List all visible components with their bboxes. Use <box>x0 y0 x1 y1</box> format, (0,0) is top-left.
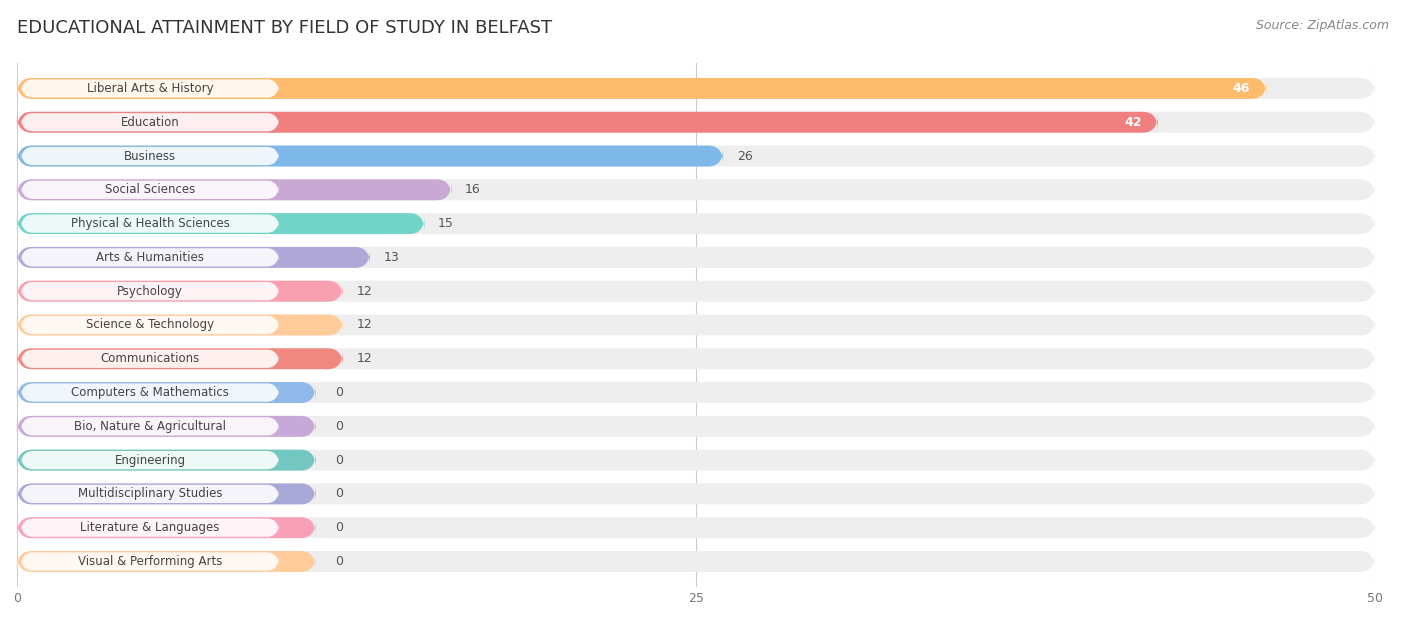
Text: 0: 0 <box>335 487 343 500</box>
FancyBboxPatch shape <box>21 552 278 570</box>
FancyBboxPatch shape <box>21 384 278 402</box>
FancyBboxPatch shape <box>17 483 316 504</box>
FancyBboxPatch shape <box>21 417 278 435</box>
FancyBboxPatch shape <box>17 314 1375 336</box>
FancyBboxPatch shape <box>21 180 278 199</box>
FancyBboxPatch shape <box>17 348 1375 369</box>
FancyBboxPatch shape <box>17 450 316 471</box>
FancyBboxPatch shape <box>21 248 278 266</box>
FancyBboxPatch shape <box>17 146 723 167</box>
Text: 13: 13 <box>384 251 399 264</box>
FancyBboxPatch shape <box>17 247 370 268</box>
Text: Liberal Arts & History: Liberal Arts & History <box>87 82 214 95</box>
FancyBboxPatch shape <box>21 282 278 300</box>
Text: 16: 16 <box>465 184 481 196</box>
Text: 42: 42 <box>1123 115 1142 129</box>
Text: Communications: Communications <box>100 352 200 365</box>
FancyBboxPatch shape <box>17 78 1267 99</box>
FancyBboxPatch shape <box>21 485 278 503</box>
FancyBboxPatch shape <box>17 517 1375 538</box>
FancyBboxPatch shape <box>17 78 1375 99</box>
FancyBboxPatch shape <box>17 213 1375 234</box>
FancyBboxPatch shape <box>21 147 278 165</box>
FancyBboxPatch shape <box>17 247 1375 268</box>
FancyBboxPatch shape <box>21 519 278 537</box>
Text: Arts & Humanities: Arts & Humanities <box>96 251 204 264</box>
FancyBboxPatch shape <box>21 316 278 334</box>
FancyBboxPatch shape <box>17 551 316 572</box>
Text: 12: 12 <box>357 319 373 331</box>
FancyBboxPatch shape <box>21 451 278 469</box>
Text: Bio, Nature & Agricultural: Bio, Nature & Agricultural <box>75 420 226 433</box>
Text: Science & Technology: Science & Technology <box>86 319 214 331</box>
FancyBboxPatch shape <box>17 281 1375 302</box>
FancyBboxPatch shape <box>17 551 1375 572</box>
Text: Business: Business <box>124 150 176 163</box>
FancyBboxPatch shape <box>17 112 1157 133</box>
Text: Education: Education <box>121 115 180 129</box>
Text: Psychology: Psychology <box>117 285 183 298</box>
FancyBboxPatch shape <box>17 483 1375 504</box>
Text: 12: 12 <box>357 285 373 298</box>
Text: 0: 0 <box>335 555 343 568</box>
FancyBboxPatch shape <box>17 179 451 200</box>
FancyBboxPatch shape <box>17 382 316 403</box>
FancyBboxPatch shape <box>17 517 316 538</box>
Text: Computers & Mathematics: Computers & Mathematics <box>72 386 229 399</box>
FancyBboxPatch shape <box>17 450 1375 471</box>
Text: Visual & Performing Arts: Visual & Performing Arts <box>77 555 222 568</box>
Text: 0: 0 <box>335 454 343 466</box>
Text: 46: 46 <box>1233 82 1250 95</box>
Text: 26: 26 <box>737 150 752 163</box>
Text: 0: 0 <box>335 420 343 433</box>
FancyBboxPatch shape <box>17 146 1375 167</box>
Text: 12: 12 <box>357 352 373 365</box>
FancyBboxPatch shape <box>17 314 343 336</box>
FancyBboxPatch shape <box>21 80 278 98</box>
FancyBboxPatch shape <box>17 112 1375 133</box>
Text: 0: 0 <box>335 386 343 399</box>
FancyBboxPatch shape <box>17 416 316 437</box>
Text: Physical & Health Sciences: Physical & Health Sciences <box>70 217 229 230</box>
FancyBboxPatch shape <box>21 350 278 368</box>
FancyBboxPatch shape <box>21 113 278 131</box>
FancyBboxPatch shape <box>21 215 278 233</box>
FancyBboxPatch shape <box>17 281 343 302</box>
Text: 15: 15 <box>437 217 454 230</box>
Text: Source: ZipAtlas.com: Source: ZipAtlas.com <box>1256 19 1389 32</box>
Text: Multidisciplinary Studies: Multidisciplinary Studies <box>77 487 222 500</box>
Text: Social Sciences: Social Sciences <box>105 184 195 196</box>
FancyBboxPatch shape <box>17 382 1375 403</box>
FancyBboxPatch shape <box>17 416 1375 437</box>
Text: EDUCATIONAL ATTAINMENT BY FIELD OF STUDY IN BELFAST: EDUCATIONAL ATTAINMENT BY FIELD OF STUDY… <box>17 19 553 37</box>
FancyBboxPatch shape <box>17 179 1375 200</box>
Text: Literature & Languages: Literature & Languages <box>80 521 219 534</box>
FancyBboxPatch shape <box>17 213 425 234</box>
Text: Engineering: Engineering <box>114 454 186 466</box>
FancyBboxPatch shape <box>17 348 343 369</box>
Text: 0: 0 <box>335 521 343 534</box>
